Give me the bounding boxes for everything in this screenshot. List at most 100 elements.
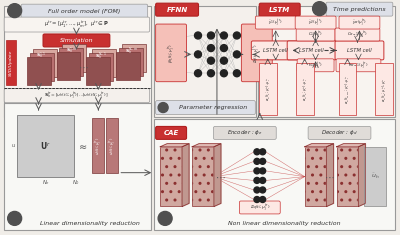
Circle shape	[220, 70, 228, 77]
Text: $\tilde{u}_h$: $\tilde{u}_h$	[371, 172, 380, 181]
Polygon shape	[326, 144, 334, 207]
Text: $\mathbb{B}_q(t_{w-1};\mu_j^{tr}),\mu_j^{tr}$: $\mathbb{B}_q(t_{w-1};\mu_j^{tr}),\mu_j^…	[344, 74, 352, 104]
Bar	[4, 6, 151, 117]
Circle shape	[158, 212, 172, 225]
Circle shape	[260, 168, 266, 174]
Circle shape	[260, 187, 266, 193]
Circle shape	[194, 32, 202, 39]
Bar	[122, 44, 146, 72]
FancyBboxPatch shape	[336, 59, 381, 72]
Text: Simulation: Simulation	[60, 38, 93, 43]
Text: $\mathbf{U}^r$: $\mathbf{U}^r$	[40, 140, 51, 152]
Text: 3: 3	[163, 215, 168, 221]
Text: $h_1(\mu_j^{tr})$: $h_1(\mu_j^{tr})$	[308, 60, 323, 71]
Text: $\mathbf{S}_h^{N_s,m}$: $\mathbf{S}_h^{N_s,m}$	[125, 45, 138, 56]
Text: $u$: $u$	[11, 142, 16, 149]
Polygon shape	[192, 144, 221, 147]
FancyBboxPatch shape	[296, 28, 335, 41]
Text: $\mathbb{B}_q(t_2;\mu_j^{tr}),\mu_j^{tr}$: $\mathbb{B}_q(t_2;\mu_j^{tr}),\mu_j^{tr}…	[301, 77, 309, 101]
FancyBboxPatch shape	[156, 24, 186, 82]
Circle shape	[260, 158, 266, 164]
Circle shape	[254, 177, 260, 183]
Polygon shape	[358, 144, 366, 207]
Bar	[6, 40, 16, 85]
Text: $\beta_{q_i}(t_j;\mu_j^{tr})$: $\beta_{q_i}(t_j;\mu_j^{tr})$	[166, 43, 176, 63]
Text: $u_h(t_i;\mu_j^{tr})$: $u_h(t_i;\mu_j^{tr})$	[107, 137, 118, 155]
Circle shape	[254, 187, 260, 193]
Circle shape	[158, 103, 168, 113]
Bar	[86, 57, 110, 85]
Circle shape	[254, 149, 260, 155]
Bar	[258, 6, 395, 117]
Text: SVD/Update: SVD/Update	[9, 50, 13, 76]
Polygon shape	[305, 144, 334, 147]
Text: $u_h(t_i;\mu_j^{tr})$: $u_h(t_i;\mu_j^{tr})$	[93, 137, 104, 155]
Text: $\mathbf{S}_h^{1,1}$: $\mathbf{S}_h^{1,1}$	[36, 50, 47, 61]
FancyBboxPatch shape	[335, 41, 384, 60]
FancyBboxPatch shape	[335, 28, 380, 41]
Bar	[375, 63, 393, 115]
Bar	[305, 147, 326, 207]
Text: $\hat{y}_1(\mu_j^{tr})$: $\hat{y}_1(\mu_j^{tr})$	[268, 17, 283, 28]
FancyBboxPatch shape	[4, 17, 150, 32]
Text: LSTM cell: LSTM cell	[299, 48, 324, 53]
Circle shape	[254, 168, 260, 174]
FancyBboxPatch shape	[259, 3, 300, 16]
Text: $h_{w-1}(\mu_j^{tr})$: $h_{w-1}(\mu_j^{tr})$	[348, 60, 369, 71]
Circle shape	[313, 2, 326, 16]
Text: $\mathbb{B}_q(t_i;\mu_j^{tr})$: $\mathbb{B}_q(t_i;\mu_j^{tr})$	[250, 202, 270, 213]
Bar	[56, 52, 80, 80]
Circle shape	[260, 196, 266, 203]
Text: $\mathbb{B}_q(t_w;\mu_j^{tr}),\mu_j^{tr}$: $\mathbb{B}_q(t_w;\mu_j^{tr}),\mu_j^{tr}…	[380, 77, 388, 102]
Polygon shape	[336, 144, 366, 147]
Bar	[296, 63, 314, 115]
Bar	[60, 48, 84, 76]
Circle shape	[233, 70, 240, 77]
Bar	[338, 63, 356, 115]
FancyBboxPatch shape	[241, 24, 272, 82]
Text: $N_h$: $N_h$	[42, 178, 50, 187]
Polygon shape	[160, 144, 189, 147]
Text: $\approx$: $\approx$	[77, 141, 88, 151]
Text: $C_{w-1}(\mu_j^{tr})$: $C_{w-1}(\mu_j^{tr})$	[347, 29, 368, 40]
Text: 5: 5	[162, 105, 165, 110]
Bar	[160, 147, 182, 207]
Circle shape	[208, 57, 214, 64]
Circle shape	[220, 45, 228, 51]
Circle shape	[220, 57, 228, 64]
Text: Non linear dimensionality reduction: Non linear dimensionality reduction	[228, 221, 341, 226]
Text: $\hat{y}_2(\mu_j^{tr})$: $\hat{y}_2(\mu_j^{tr})$	[308, 17, 323, 28]
Text: FFNN: FFNN	[166, 7, 188, 13]
Bar	[4, 103, 151, 230]
Text: $C_1(\mu_j^{tr})$: $C_1(\mu_j^{tr})$	[308, 29, 323, 40]
Bar	[30, 53, 54, 81]
FancyBboxPatch shape	[287, 41, 336, 60]
Circle shape	[208, 45, 214, 51]
FancyBboxPatch shape	[339, 16, 380, 29]
Text: LSTM cell: LSTM cell	[347, 48, 372, 53]
FancyBboxPatch shape	[214, 126, 276, 139]
Circle shape	[8, 4, 22, 18]
Circle shape	[233, 51, 240, 58]
Circle shape	[260, 177, 266, 183]
Bar	[92, 49, 116, 77]
FancyBboxPatch shape	[21, 4, 148, 18]
Text: $\mathbf{S}_h^{N_s,1}$: $\mathbf{S}_h^{N_s,1}$	[95, 50, 107, 61]
Text: $\mathbb{B}_q(t_1;\mu_j^{tr}),\mu_j^{tr}$: $\mathbb{B}_q(t_1;\mu_j^{tr}),\mu_j^{tr}…	[264, 77, 272, 101]
FancyBboxPatch shape	[239, 201, 280, 214]
Text: $\cdots$: $\cdots$	[324, 172, 335, 182]
Circle shape	[254, 196, 260, 203]
Bar	[154, 6, 256, 117]
Text: CAE: CAE	[164, 130, 179, 136]
Bar	[364, 147, 386, 207]
Circle shape	[194, 51, 202, 58]
Bar	[116, 52, 140, 80]
Circle shape	[233, 32, 240, 39]
Text: Time predictions: Time predictions	[333, 7, 386, 12]
Bar	[27, 57, 50, 85]
FancyBboxPatch shape	[156, 3, 198, 16]
Bar	[62, 44, 86, 72]
Text: LSTM: LSTM	[269, 7, 290, 13]
Text: $\mathbf{S}_h^{tr}=[u_h(t_1;\mu_j^{tr})|\ldots|u_h(t_{N_t};\mu_j^{tr})]$: $\mathbf{S}_h^{tr}=[u_h(t_1;\mu_j^{tr})|…	[44, 90, 109, 101]
FancyBboxPatch shape	[251, 41, 300, 60]
